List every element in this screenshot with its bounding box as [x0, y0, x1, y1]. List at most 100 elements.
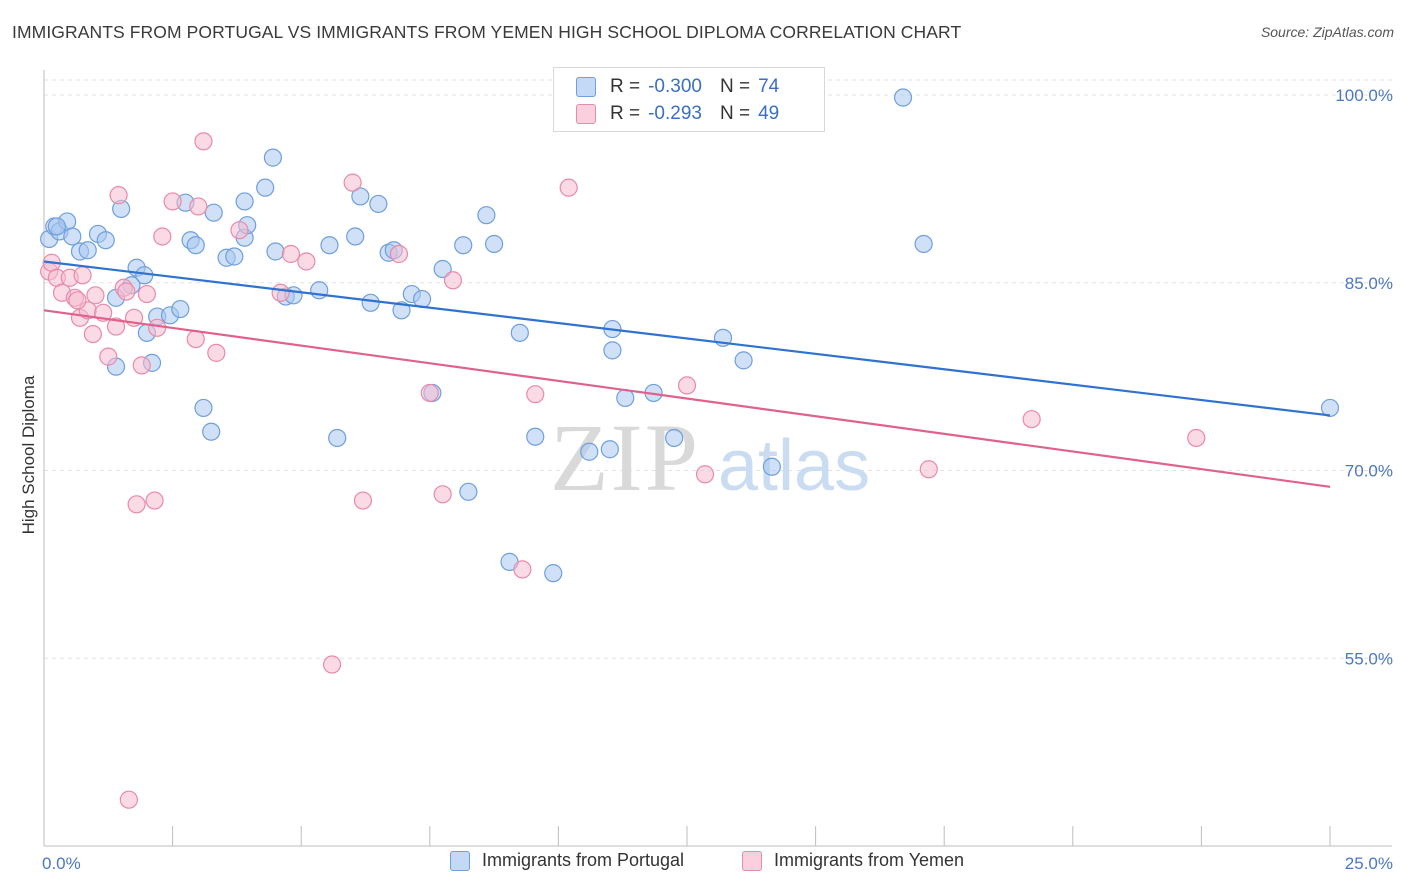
legend-r-label: R =: [610, 76, 641, 97]
legend-swatch-blue: [450, 850, 470, 871]
point-yemen: [677, 376, 697, 395]
trend-line-portugal: [43, 260, 1331, 417]
point-portugal: [266, 242, 285, 261]
legend-n-value: 74: [758, 76, 780, 97]
legend-row-portugal: R = -0.300 N = 74: [576, 76, 779, 98]
legend-n-value: 49: [758, 103, 780, 124]
legend-r-value: -0.293: [648, 103, 702, 124]
legend-swatch-pink: [742, 850, 762, 871]
point-portugal: [361, 293, 380, 312]
point-yemen: [68, 291, 87, 310]
point-portugal: [665, 428, 684, 448]
point-portugal: [600, 440, 619, 459]
point-portugal: [526, 427, 545, 446]
legend-n-label: N =: [719, 103, 751, 124]
point-yemen: [1187, 428, 1206, 448]
point-portugal: [204, 203, 223, 222]
legend-r-label: R =: [610, 103, 641, 124]
point-yemen: [132, 356, 151, 375]
point-portugal: [186, 236, 205, 255]
watermark-zip: ZIP: [550, 404, 700, 511]
legend-item-portugal[interactable]: Immigrants from Portugal: [450, 850, 684, 871]
grid-layer: [44, 79, 1392, 659]
point-portugal: [320, 236, 339, 255]
correlation-legend: R = -0.300 N = 74 R = -0.293 N = 49: [553, 67, 825, 132]
x-tick-label: 0.0%: [42, 854, 81, 873]
point-portugal: [580, 442, 599, 461]
point-portugal: [202, 422, 221, 441]
y-tick-label: 100.0%: [1335, 86, 1393, 105]
point-yemen: [322, 655, 342, 674]
point-portugal: [225, 247, 244, 266]
legend-row-yemen: R = -0.293 N = 49: [576, 103, 779, 125]
point-yemen: [99, 347, 118, 366]
point-yemen: [297, 252, 316, 271]
point-yemen: [420, 383, 439, 403]
point-portugal: [433, 259, 452, 279]
point-portugal: [369, 194, 388, 214]
point-portugal: [351, 187, 370, 206]
point-portugal: [47, 217, 66, 236]
point-portugal: [893, 88, 913, 107]
points-layer: [40, 88, 1340, 809]
y-tick-label: 85.0%: [1345, 274, 1393, 293]
point-portugal: [762, 457, 781, 476]
point-portugal: [263, 148, 283, 167]
legend-item-yemen[interactable]: Immigrants from Yemen: [742, 850, 964, 871]
series-legend: Immigrants from Portugal Immigrants from…: [0, 850, 1406, 880]
point-portugal: [1320, 398, 1340, 418]
point-yemen: [194, 132, 213, 151]
tick-labels: 55.0% 70.0% 85.0% 100.0% 0.0% 25.0%: [42, 86, 1393, 873]
source-label: Source: ZipAtlas.com: [1260, 24, 1394, 40]
point-yemen: [230, 221, 249, 240]
point-portugal: [96, 231, 115, 250]
trend-line-yemen: [43, 309, 1331, 488]
point-yemen: [117, 282, 136, 301]
point-yemen: [186, 329, 205, 349]
point-portugal: [171, 299, 190, 319]
trend-layer: [43, 260, 1331, 488]
legend-r-value: -0.300: [648, 76, 702, 97]
point-yemen: [207, 343, 226, 362]
point-yemen: [559, 178, 578, 197]
point-portugal: [63, 227, 82, 246]
point-yemen: [433, 485, 452, 504]
point-portugal: [328, 428, 347, 448]
point-yemen: [83, 324, 102, 344]
point-yemen: [513, 560, 532, 579]
point-portugal: [454, 236, 473, 255]
point-yemen: [109, 186, 128, 205]
point-yemen: [163, 192, 182, 211]
watermark: ZIP atlas: [550, 404, 870, 511]
point-yemen: [145, 491, 164, 510]
x-tick-label: 25.0%: [1345, 854, 1393, 873]
legend-label-portugal: Immigrants from Portugal: [482, 850, 685, 870]
point-yemen: [106, 317, 126, 336]
y-tick-label: 55.0%: [1345, 649, 1393, 668]
axes-layer: [43, 70, 1392, 847]
watermark-atlas: atlas: [718, 426, 870, 506]
point-portugal: [256, 178, 275, 197]
legend-label-yemen: Immigrants from Yemen: [774, 850, 965, 870]
y-axis-label: High School Diploma: [19, 375, 38, 534]
point-yemen: [526, 385, 545, 404]
point-yemen: [281, 244, 301, 264]
point-portugal: [485, 234, 504, 254]
point-yemen: [148, 318, 167, 337]
point-yemen: [127, 495, 146, 514]
point-portugal: [914, 234, 933, 254]
point-portugal: [477, 206, 496, 225]
point-yemen: [343, 173, 362, 192]
point-yemen: [1022, 410, 1041, 429]
point-yemen: [353, 491, 373, 510]
point-portugal: [734, 351, 753, 370]
point-portugal: [603, 341, 622, 360]
legend-n-label: N =: [719, 76, 751, 97]
point-yemen: [919, 460, 938, 479]
point-portugal: [392, 301, 411, 320]
y-tick-label: 70.0%: [1345, 462, 1393, 481]
point-yemen: [73, 266, 92, 285]
point-portugal: [544, 564, 563, 583]
point-portugal: [235, 192, 254, 211]
point-yemen: [137, 284, 156, 304]
